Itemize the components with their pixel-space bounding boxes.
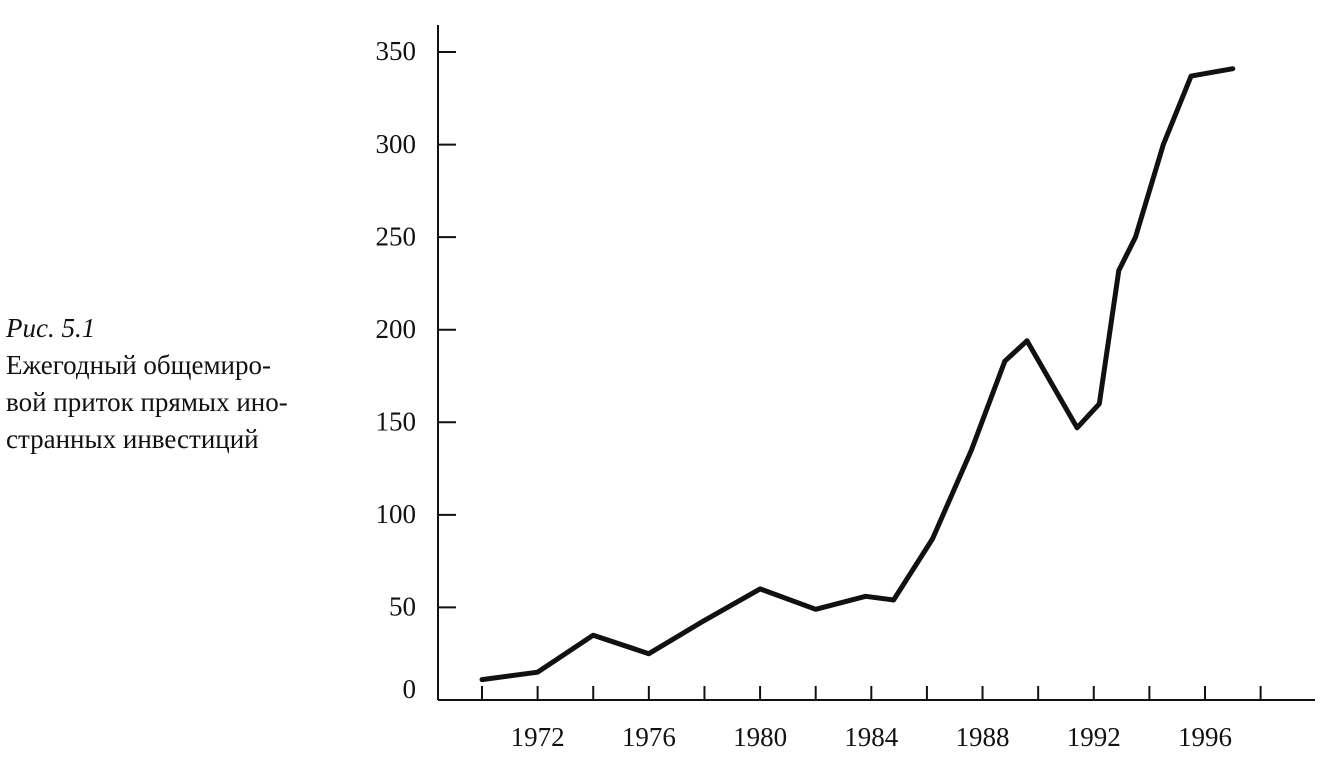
x-tick-label: 1988 (956, 722, 1010, 752)
x-tick-label: 1984 (844, 722, 899, 752)
y-tick-label: 200 (376, 314, 417, 344)
y-tick-label: 50 (389, 592, 416, 622)
caption-line-1: Ежегодный общемиро- (6, 350, 271, 380)
x-axis-ticks: 1972 1976 1980 1984 1988 1992 1996 (481, 686, 1262, 752)
x-tick-label: 1976 (622, 722, 676, 752)
figure-caption: Рис. 5.1 Ежегодный общемиро- вой приток … (6, 310, 336, 458)
caption-line-2: вой приток прямых ино- (6, 387, 288, 417)
x-tick-label: 1996 (1178, 722, 1232, 752)
y-tick-label: 300 (376, 129, 417, 159)
caption-line-3: странных инвестиций (6, 424, 259, 454)
y-axis-ticks: 0 50 100 150 200 250 300 350 (376, 36, 456, 704)
series-line (479, 66, 1236, 683)
x-tick-label: 1972 (511, 722, 565, 752)
figure-number: Рис. 5.1 (6, 313, 96, 343)
y-tick-label: 250 (376, 221, 417, 251)
x-tick-label: 1980 (733, 722, 787, 752)
y-tick-label: 150 (376, 406, 417, 436)
y-tick-label: 100 (376, 499, 417, 529)
y-tick-label: 350 (376, 36, 417, 66)
y-tick-label: 0 (403, 674, 417, 704)
x-tick-label: 1992 (1067, 722, 1121, 752)
